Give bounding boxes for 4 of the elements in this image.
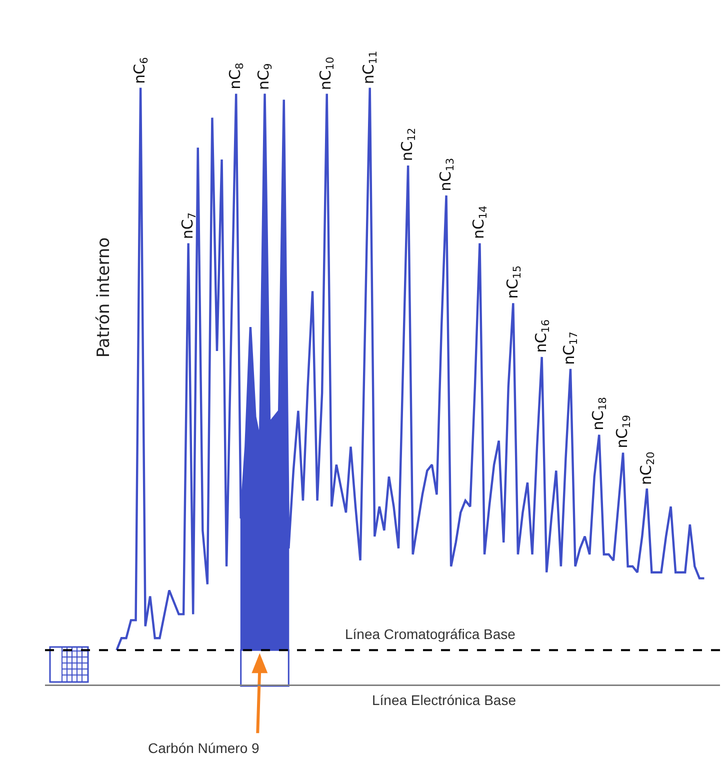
text: Patrón interno (94, 237, 114, 358)
ref-line-label: Línea Electrónica Base (372, 692, 516, 708)
text: Carbón Número 9 (148, 740, 260, 756)
ref-line-label: Línea Cromatográfica Base (345, 626, 516, 642)
